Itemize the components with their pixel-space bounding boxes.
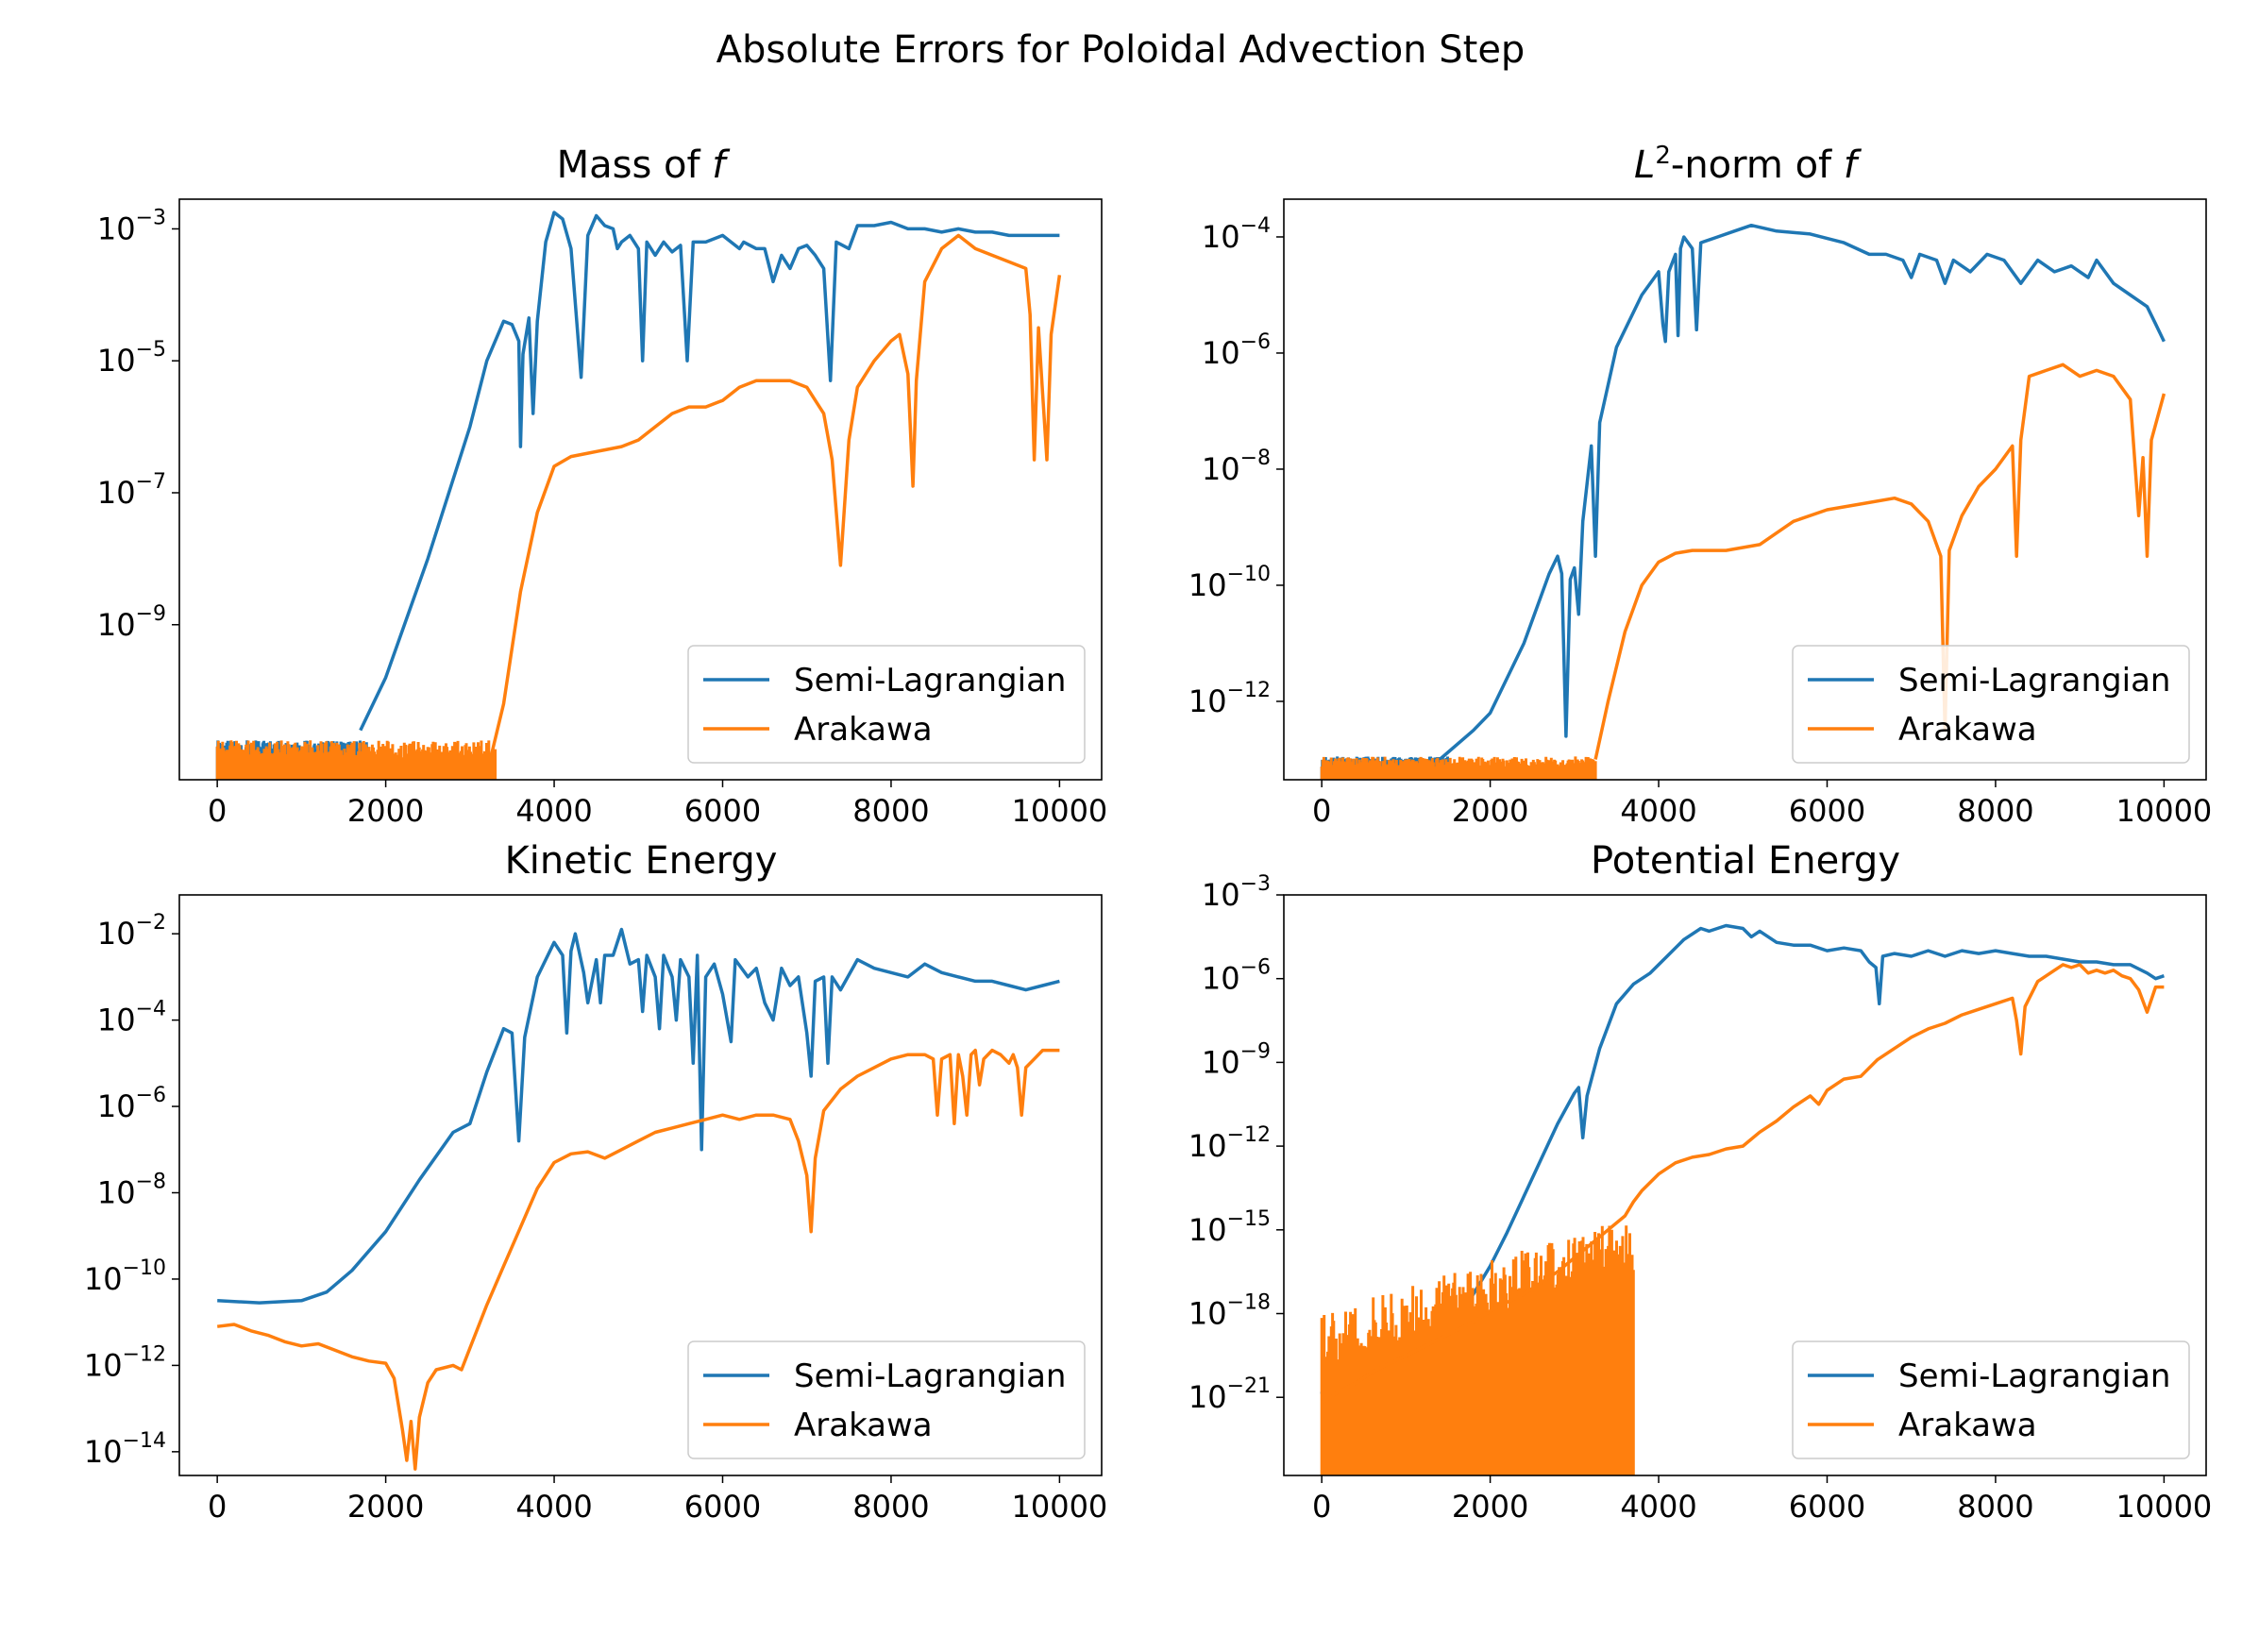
panel-title: Potential Energy (1591, 839, 1900, 883)
y-tick-label: 10−6 (1202, 956, 1271, 997)
series-line-semi-lagrangian (359, 211, 1060, 732)
legend-label: Arakawa (794, 1407, 933, 1444)
legend-box (687, 1340, 1086, 1459)
legend: Semi-Lagrangian Arakawa (687, 1340, 1086, 1459)
legend-box (1792, 645, 2190, 764)
y-tick-label: 10−8 (1202, 447, 1271, 487)
y-tick-label: 10−4 (97, 998, 166, 1038)
y-tick-label: 10−5 (97, 338, 166, 379)
x-tick-label: 10000 (1011, 1489, 1107, 1525)
plot-area (1320, 223, 2166, 780)
x-tick-label: 0 (1312, 793, 1331, 829)
y-tick-label: 10−12 (84, 1342, 166, 1383)
x-tick-label: 2000 (347, 793, 424, 829)
x-tick-label: 10000 (2116, 793, 2212, 829)
x-tick-label: 2000 (1452, 793, 1528, 829)
panel-l2-norm-of-f: L2-norm of f 0 2000 4000 6000 8000 10000 10−4 1… (1188, 142, 2212, 829)
plot-area (216, 927, 1060, 1471)
panel-mass-of-f: Mass of f 0 2000 4000 6000 8000 10000 10−3 10−5… (97, 143, 1107, 829)
x-tick-label: 0 (208, 793, 227, 829)
x-tick-label: 6000 (684, 1489, 761, 1525)
series-line-semi-lagrangian (1438, 223, 2166, 761)
y-tick-label: 10−14 (84, 1429, 166, 1470)
y-tick-label: 10−10 (1188, 563, 1271, 603)
series-noise-arakawa (215, 740, 497, 780)
series-line-arakawa (1593, 362, 2166, 760)
series-line-arakawa (216, 1048, 1060, 1471)
x-tick-label: 0 (208, 1489, 227, 1525)
series-line-semi-lagrangian (217, 927, 1060, 1305)
y-tick-label: 10−3 (1202, 872, 1271, 913)
panel-title: Mass of f (557, 143, 732, 187)
y-tick-label: 10−12 (1188, 1123, 1271, 1164)
series-noise-arakawa (1320, 1225, 1635, 1475)
y-tick-label: 10−21 (1188, 1374, 1271, 1415)
x-tick-label: 6000 (684, 793, 761, 829)
axes-frame (178, 894, 1103, 1476)
x-tick-label: 8000 (852, 1489, 929, 1525)
legend-label: Semi-Lagrangian (1898, 1357, 2170, 1395)
panel-title: Kinetic Energy (505, 839, 778, 883)
legend-label: Arakawa (1898, 1407, 2037, 1444)
figure-suptitle: Absolute Errors for Poloidal Advection S… (716, 28, 1526, 72)
legend-label: Semi-Lagrangian (794, 1357, 1066, 1395)
legend: Semi-Lagrangian Arakawa (687, 645, 1086, 764)
y-tick-label: 10−2 (97, 911, 166, 952)
y-tick-label: 10−9 (97, 602, 166, 643)
x-tick-label: 4000 (515, 793, 592, 829)
axes-frame (1283, 894, 2207, 1476)
x-tick-label: 2000 (1452, 1489, 1528, 1525)
x-tick-label: 2000 (347, 1489, 424, 1525)
y-tick-label: 10−10 (84, 1256, 166, 1297)
x-tick-label: 8000 (852, 793, 929, 829)
plot-area (1320, 923, 2165, 1475)
y-tick-label: 10−18 (1188, 1291, 1271, 1332)
panel-kinetic-energy: Kinetic Energy 0 2000 4000 6000 8000 10000 10−… (84, 839, 1107, 1525)
y-tick-label: 10−9 (1202, 1039, 1271, 1080)
x-tick-label: 8000 (1957, 793, 2033, 829)
legend-label: Semi-Lagrangian (1898, 662, 2170, 700)
y-tick-label: 10−6 (1202, 330, 1271, 371)
y-tick-label: 10−3 (97, 206, 166, 246)
x-tick-label: 4000 (515, 1489, 592, 1525)
legend-box (1792, 1340, 2190, 1459)
legend: Semi-Lagrangian Arakawa (1792, 1340, 2190, 1459)
legend-label: Arakawa (794, 711, 933, 749)
y-tick-label: 10−8 (97, 1171, 166, 1211)
x-tick-label: 4000 (1620, 793, 1696, 829)
x-tick-label: 0 (1312, 1489, 1331, 1525)
x-tick-label: 10000 (1011, 793, 1107, 829)
y-tick-label: 10−6 (97, 1084, 166, 1124)
y-tick-label: 10−7 (97, 470, 166, 511)
x-tick-label: 6000 (1789, 793, 1865, 829)
x-tick-label: 8000 (1957, 1489, 2033, 1525)
plot-area (215, 211, 1062, 780)
legend-label: Arakawa (1898, 711, 2037, 749)
y-tick-label: 10−12 (1188, 679, 1271, 719)
panel-potential-energy: Potential Energy 0 2000 4000 6000 8000 10000 1… (1188, 839, 2212, 1525)
legend: Semi-Lagrangian Arakawa (1792, 645, 2190, 764)
y-tick-label: 10−15 (1188, 1207, 1271, 1248)
series-noise-arakawa (1320, 756, 1597, 780)
axes-frame (178, 198, 1103, 781)
x-tick-label: 6000 (1789, 1489, 1865, 1525)
series-line-arakawa (489, 233, 1062, 757)
series-line-arakawa (1321, 963, 2165, 1405)
y-tick-label: 10−4 (1202, 214, 1271, 255)
x-tick-label: 4000 (1620, 1489, 1696, 1525)
panel-title: L2-norm of f (1634, 142, 1863, 187)
legend-label: Semi-Lagrangian (794, 662, 1066, 700)
axes-frame (1283, 198, 2207, 781)
legend-box (687, 645, 1086, 764)
x-tick-label: 10000 (2116, 1489, 2212, 1525)
